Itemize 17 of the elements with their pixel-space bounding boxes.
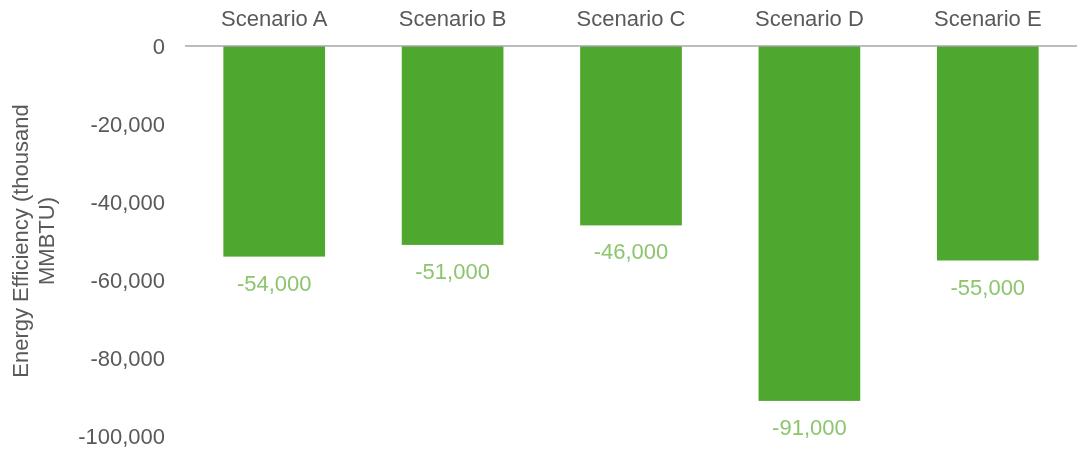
x-tick-label: Scenario A xyxy=(221,6,328,31)
x-tick-label: Scenario C xyxy=(576,6,686,31)
x-tick-label: Scenario E xyxy=(933,6,1042,31)
y-axis-title: Energy Efficiency (thousand MMBTU) xyxy=(8,104,59,378)
y-tick-label: -80,000 xyxy=(90,346,165,371)
data-label: -91,000 xyxy=(772,414,847,440)
y-tick-label: -20,000 xyxy=(90,112,165,137)
data-label: -51,000 xyxy=(415,258,490,284)
data-label: -55,000 xyxy=(950,274,1026,300)
y-tick-label: -100,000 xyxy=(78,424,165,449)
x-tick-label: Scenario D xyxy=(754,6,864,31)
data-label: -46,000 xyxy=(593,239,669,265)
y-tick-label: 0 xyxy=(152,34,165,59)
x-tick-label: Scenario B xyxy=(398,6,507,31)
y-tick-label: -60,000 xyxy=(90,268,165,293)
data-label: -54,000 xyxy=(236,270,312,296)
y-tick-label: -40,000 xyxy=(90,190,165,215)
